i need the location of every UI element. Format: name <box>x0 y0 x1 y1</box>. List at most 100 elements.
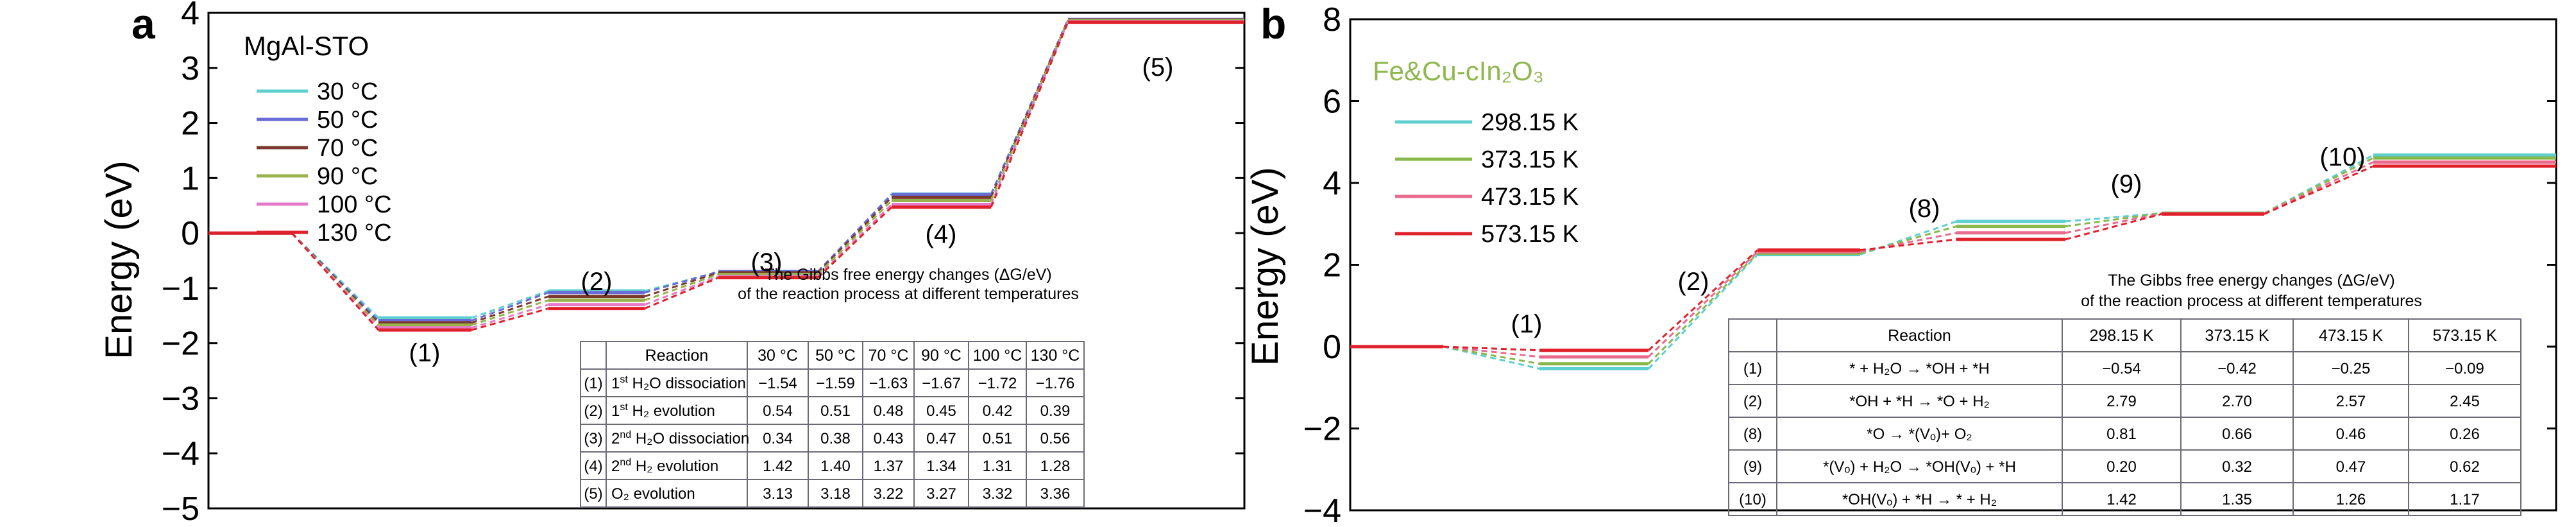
panel-a-title: MgAl-STO <box>244 31 369 61</box>
panel-a-connector <box>644 275 719 306</box>
panel-a-table-value: 1.34 <box>926 458 956 475</box>
panel-b-connector <box>1860 238 1957 252</box>
panel-a-ytick-label: −5 <box>162 490 199 527</box>
panel-a-table-rownum: (5) <box>584 485 602 503</box>
panel-a-connector <box>817 194 893 273</box>
panel-a-table-caption: The Gibbs free energy changes (ΔG/eV) <box>765 266 1051 284</box>
panel-a-table-reaction: 2nd H₂O dissociation <box>611 429 749 447</box>
panel-b-table-value: −0.09 <box>2445 360 2484 377</box>
panel-b-connector <box>1647 254 1759 370</box>
panel-b-legend-label: 373.15 K <box>1481 146 1579 173</box>
panel-b-ytick-label: 6 <box>1323 83 1341 121</box>
panel-a-table-rownum: (3) <box>584 430 602 447</box>
panel-a-table-value: 1.31 <box>983 458 1013 475</box>
panel-b-table-value: −0.54 <box>2102 360 2141 377</box>
panel-a-ytick-label: 3 <box>181 50 199 87</box>
panel-a-table-value: −1.76 <box>1036 375 1075 392</box>
panel-a-table-value: 1.40 <box>820 458 851 475</box>
panel-a-table-value: −1.63 <box>869 375 908 392</box>
panel-a-table-reaction: 1st H₂O dissociation <box>611 374 746 392</box>
panel-a-table-value: 0.43 <box>874 430 904 447</box>
panel-a-table-value: −1.54 <box>758 375 797 392</box>
panel-a-table-reaction: 1st H₂ evolution <box>611 402 715 420</box>
panel-a-ytick-label: 2 <box>181 105 199 143</box>
panel-b-ytick-label: 4 <box>1323 165 1341 202</box>
panel-b-table-value: 2.45 <box>2450 393 2480 410</box>
panel-a-legend-label: 50 °C <box>317 107 378 134</box>
panel-a-connector <box>291 232 380 329</box>
panel-a-table-value: 0.39 <box>1040 402 1071 420</box>
panel-a-table-reaction: O₂ evolution <box>611 485 695 503</box>
panel-a-connector <box>817 206 893 279</box>
panel-a-connector <box>644 271 719 292</box>
panel-a-step-label: (2) <box>581 268 613 296</box>
panel-b-legend: 298.15 K 373.15 K 473.15 K 573.15 K <box>1395 109 1579 248</box>
panel-a-connector <box>471 304 549 329</box>
panel-b-y-ticks: 8 6 4 2 0 −2 −4 <box>1303 1 2556 527</box>
panel-a-table-header: 70 °C <box>869 347 909 365</box>
panel-b-table-value: 0.66 <box>2222 426 2252 443</box>
panel-a-axes-frame <box>207 12 1246 510</box>
panel-b-connector <box>2065 212 2162 241</box>
panel-b-step-label: (2) <box>1678 268 1709 296</box>
panel-b-connector <box>2065 212 2162 228</box>
panel-a-connector <box>471 289 549 319</box>
panel-b-connector <box>1443 345 1540 370</box>
panel-a-ytick-label: −3 <box>162 380 199 417</box>
panel-a-table-value: 0.34 <box>763 430 793 447</box>
panel-b-table-rownum: (10) <box>1739 491 1767 508</box>
panel-a-table-rownum: (2) <box>584 402 602 420</box>
panel-a-ylabel: Energy (eV) <box>98 160 140 359</box>
panel-b-table-rownum: (2) <box>1743 393 1762 410</box>
panel-b-connector <box>2264 165 2374 215</box>
panel-b-table-reaction: *O → *(Vₒ)+ O₂ <box>1867 426 1972 443</box>
panel-a-step-labels: (1) (2) (3) (4) (5) <box>409 53 1174 367</box>
panel-a-table-value: 1.28 <box>1040 458 1071 475</box>
panel-b-table-rownum: (9) <box>1743 458 1762 476</box>
panel-a-ytick-label: −2 <box>162 325 199 363</box>
panel-a-legend-label: 30 °C <box>317 78 378 105</box>
panel-b-table-value: 0.32 <box>2222 458 2252 476</box>
panel-b-table-header: Reaction <box>1888 327 1951 345</box>
panel-b-legend-label: 298.15 K <box>1481 109 1579 136</box>
panel-a-table-value: 0.51 <box>820 402 851 420</box>
panel-b-title: Fe&Cu-cIn₂O₃ <box>1373 56 1544 86</box>
panel-a-y-ticks: 4 3 2 1 0 −1 −2 −3 −4 −5 <box>162 0 1244 527</box>
panel-b-connector <box>1860 225 1957 255</box>
panel-b-legend-label: 573.15 K <box>1481 221 1579 248</box>
panel-a-table-value: 3.27 <box>926 485 956 503</box>
panel-b-connector <box>1860 220 1957 255</box>
panel-b-table-value: 1.42 <box>2106 491 2137 508</box>
panel-a-ytick-label: 4 <box>181 0 199 32</box>
panel-b-table-rownum: (1) <box>1743 360 1762 377</box>
panel-a-connector <box>990 22 1069 208</box>
panel-a-table-value: 0.56 <box>1040 430 1071 447</box>
panel-a-table-value: 0.38 <box>820 430 851 447</box>
panel-b-table-reaction: * + H₂O → *OH + *H <box>1849 360 1990 377</box>
panel-b-table-value: 0.47 <box>2336 458 2366 476</box>
panel-a-ytick-label: 0 <box>181 215 199 252</box>
panel-a-connector <box>471 295 549 324</box>
panel-a-table-value: 0.54 <box>763 402 793 420</box>
panel-a-step-label: (1) <box>409 339 441 367</box>
panel-b-label: b <box>1260 0 1286 48</box>
panel-a-table-value: 3.22 <box>874 485 904 503</box>
panel-b-step-labels: (1) (2) (8) (9) (10) <box>1511 143 2366 338</box>
panel-b-series <box>1350 153 2556 370</box>
panel-a-table-value: −1.72 <box>978 375 1017 392</box>
panel-b-table-value: −0.25 <box>2332 360 2371 377</box>
panel-b-table-rownum: (8) <box>1743 426 1762 443</box>
panel-a-table-value: 0.42 <box>983 402 1013 420</box>
panel-a-ytick-label: −1 <box>162 270 199 307</box>
panel-a-connector <box>471 307 549 331</box>
panel-b-connector <box>1443 345 1540 358</box>
panel-b-table-value: 1.35 <box>2222 491 2252 508</box>
panel-b-table-reaction: *OH(Vₒ) + *H → * + H₂ <box>1842 491 1997 508</box>
panel-b-ylabel: Energy (eV) <box>1244 167 1286 365</box>
panel-a-table-value: 0.47 <box>926 430 956 447</box>
panel-b-table-value: 0.26 <box>2450 426 2480 443</box>
panel-b-table-value: 0.62 <box>2450 458 2480 476</box>
panel-a-table-header: 50 °C <box>815 347 856 365</box>
panel-a-connector <box>817 203 893 277</box>
